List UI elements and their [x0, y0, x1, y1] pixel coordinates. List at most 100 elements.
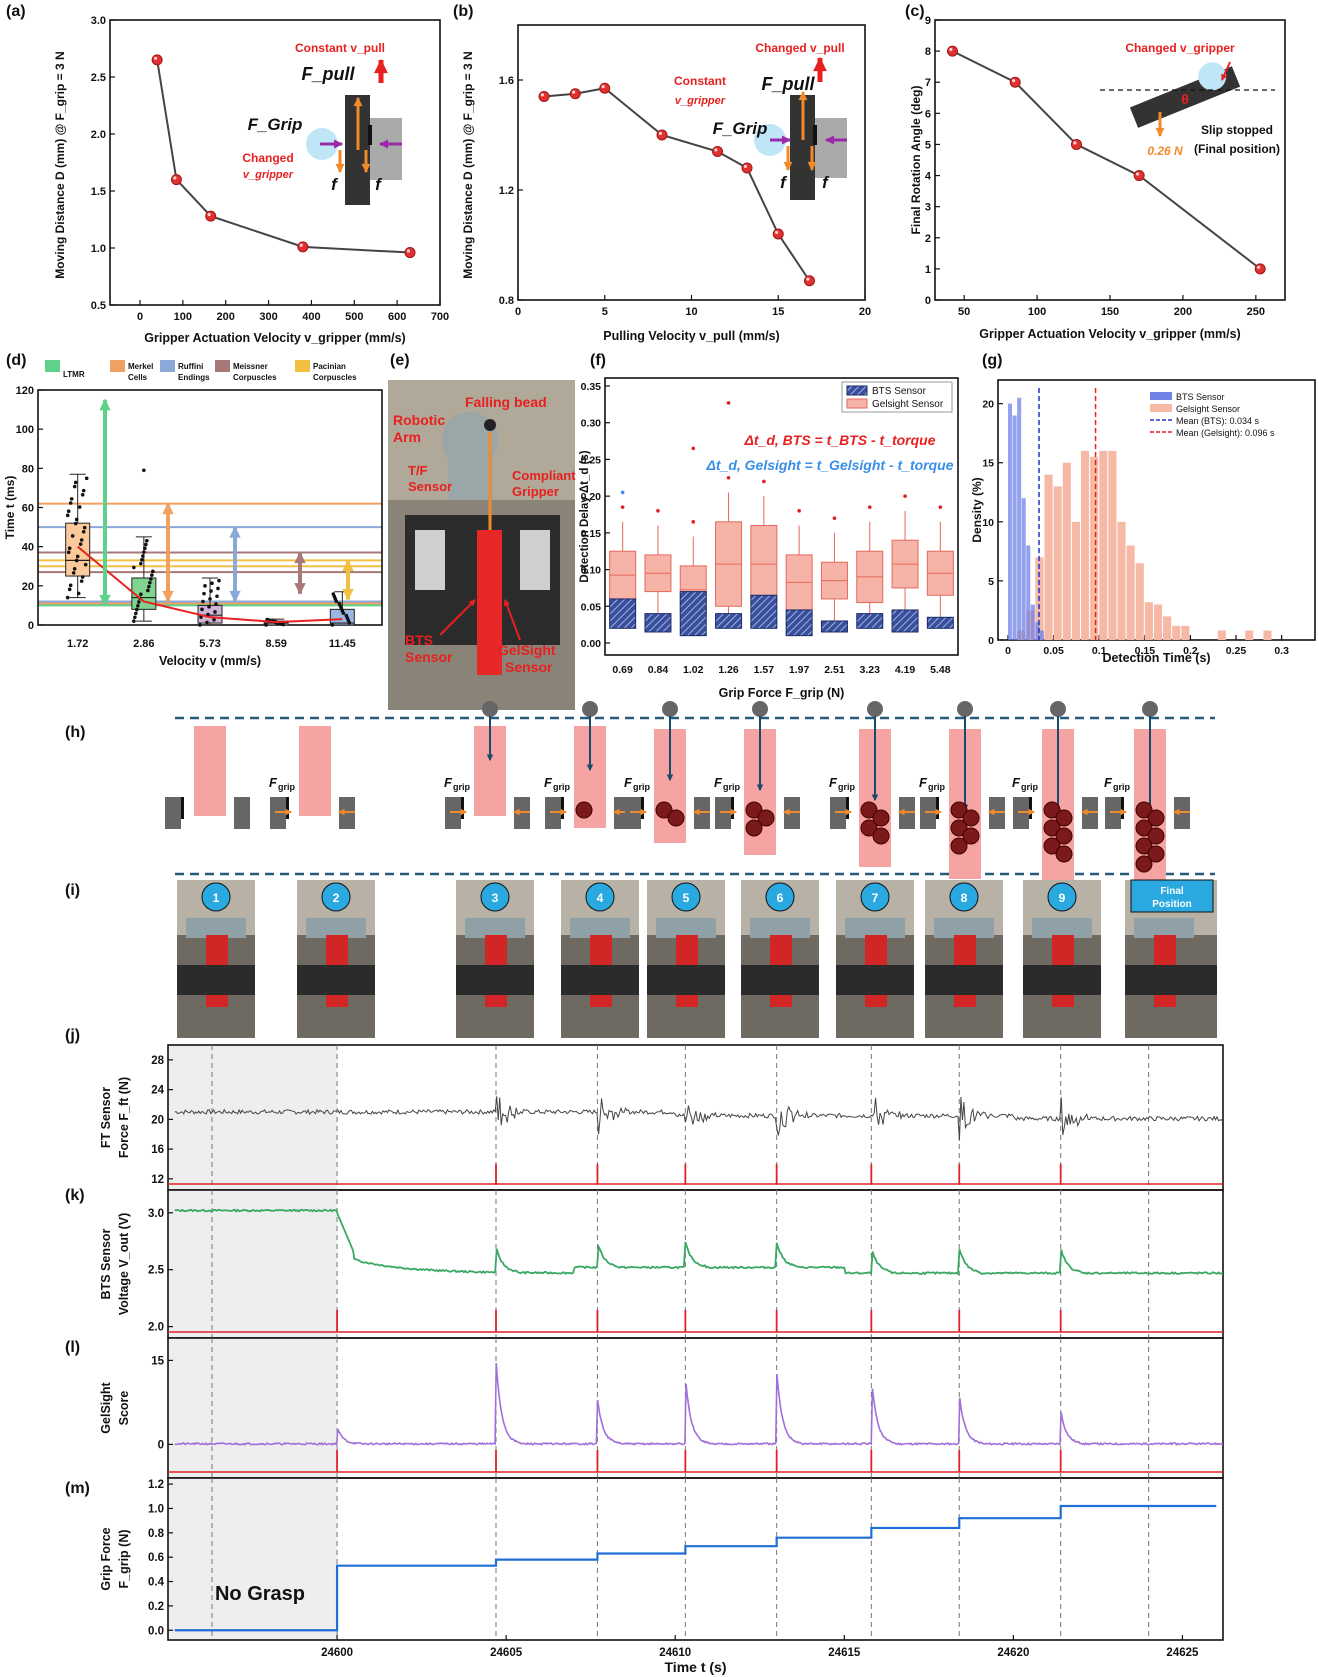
bar-gel-g: [1053, 486, 1062, 640]
trace-k: [174, 1208, 1224, 1276]
y-axis-label-d: Time t (ms): [3, 476, 17, 540]
scatter-point-d: [141, 554, 145, 558]
point-highlight: [153, 56, 158, 60]
bar-gel-g: [1090, 456, 1099, 640]
x-tick-label-m: 24600: [321, 1647, 353, 1659]
grip-arrow-b-head: [781, 135, 792, 145]
x-tick-label: 200: [1174, 306, 1192, 318]
annot-e: Arm: [393, 429, 421, 445]
scatter-point-d: [77, 505, 82, 509]
point-highlight: [1073, 141, 1077, 145]
x-tick-label-g: 0.15: [1135, 645, 1156, 657]
grip-arrow-h2-head: [1172, 808, 1180, 816]
panel-label-a: (a): [6, 3, 26, 20]
y-tick-label: 20: [22, 581, 34, 593]
bead-h: [962, 827, 980, 845]
annot-e: BTS: [405, 632, 433, 648]
legend-label-d: Cells: [128, 373, 148, 382]
scatter-point-d: [82, 525, 87, 530]
scatter-point-d: [216, 586, 220, 591]
x-tick-label: 600: [388, 311, 406, 323]
photo-rig-i: [925, 965, 1003, 995]
outlier-gel-f: [691, 520, 696, 524]
annot-c: 0.26 N: [1147, 144, 1183, 158]
bead-h: [1055, 845, 1073, 863]
equation-gel-f: Δt_d, Gelsight = t_Gelsight - t_torque: [705, 457, 953, 473]
legend-label-d: Pacinian: [313, 362, 346, 371]
pointer-e2-head: [503, 598, 510, 607]
annot-e: GelSight: [498, 642, 556, 658]
plot-frame-a: [109, 19, 441, 306]
scatter-point-d: [140, 558, 144, 562]
legend-label-d: LTMR: [63, 370, 85, 379]
grip-arrow-h-head: [730, 808, 738, 816]
range-arrow-d-head: [229, 525, 241, 538]
box-bts-f: [609, 598, 637, 629]
scatter-point-d: [205, 620, 209, 625]
outlier-gel-f: [762, 479, 766, 484]
scatter-point-d: [133, 615, 137, 620]
outlier-gel-f: [903, 494, 907, 498]
x-tick-label-g: 0.05: [1043, 645, 1064, 657]
y-tick-label: 0.00: [581, 638, 602, 650]
x-tick-label-m: 24605: [490, 1647, 523, 1659]
scatter-point-d: [65, 513, 70, 518]
grip-label-h: F: [1104, 775, 1113, 790]
finger-right-h: [234, 797, 250, 829]
grip-sub-h: grip: [723, 782, 741, 792]
grip-arrow-h2-head: [987, 808, 995, 816]
data-point-a: [404, 247, 416, 259]
scatter-point-d: [142, 550, 146, 554]
range-arrow-d2-head: [229, 590, 241, 603]
y-tick-label: 0.8: [499, 295, 514, 307]
y-tick-label: 7: [925, 77, 931, 89]
point-highlight: [658, 131, 663, 135]
grip-arrow-h-head: [560, 808, 568, 816]
photo-rig-i: [741, 965, 819, 995]
grip-label-h: F: [544, 775, 553, 790]
annot-c: θ: [1181, 91, 1189, 107]
y-tick-label: 0: [158, 1439, 164, 1451]
y-tick-label: 0.2: [148, 1601, 164, 1613]
scatter-point-d: [207, 604, 211, 609]
sensor-pad-h: [181, 797, 184, 819]
bar-gel-g: [1117, 521, 1126, 640]
bead-h: [655, 801, 673, 819]
bar-gel-g: [1062, 462, 1071, 640]
annot-e: Gripper: [512, 484, 559, 499]
grip-arrow-h2-head: [337, 808, 345, 816]
sensor-pad-h: [461, 797, 464, 819]
bead-source-h: [482, 701, 498, 717]
bead-h: [872, 809, 890, 827]
x-tick-label: 20: [859, 306, 871, 318]
step-number-i: 8: [961, 891, 968, 905]
y-axis-label-l2: Score: [117, 1391, 131, 1426]
step-number-i: 3: [492, 891, 499, 905]
outlier-gel-f: [691, 446, 696, 451]
bead-h: [1043, 837, 1061, 855]
sensor-pad-h: [286, 797, 289, 819]
inset-group-c: [1129, 62, 1241, 128]
bar-bts-g: [1030, 604, 1035, 640]
grip-arrow-h-head: [640, 808, 648, 816]
y-tick-label: 0.05: [581, 601, 602, 613]
no-grasp-shade-k: [168, 1190, 338, 1338]
x-tick-label: 50: [958, 306, 970, 318]
y-tick-label: 2.0: [91, 129, 106, 141]
bar-bts-g: [1039, 630, 1044, 640]
grip-sub-h: grip: [928, 782, 946, 792]
annot-e: T/F: [408, 463, 428, 478]
pull-red-arrow-b-head: [813, 56, 827, 72]
y-tick-label: 2.0: [148, 1322, 164, 1334]
annot-e: Sensor: [505, 659, 553, 675]
x-tick-label-f: 1.02: [683, 664, 704, 676]
grip-label-h: F: [444, 775, 453, 790]
data-point-c: [1133, 170, 1145, 182]
range-arrow-d2-head: [342, 588, 354, 601]
scatter-point-d: [148, 581, 152, 585]
photo-arm-i: [465, 918, 525, 938]
data-point-b: [538, 91, 550, 102]
bar-bts-g: [1026, 545, 1031, 640]
x-tick-label-f: 2.51: [824, 664, 845, 676]
legend-swatch-d: [45, 360, 60, 372]
